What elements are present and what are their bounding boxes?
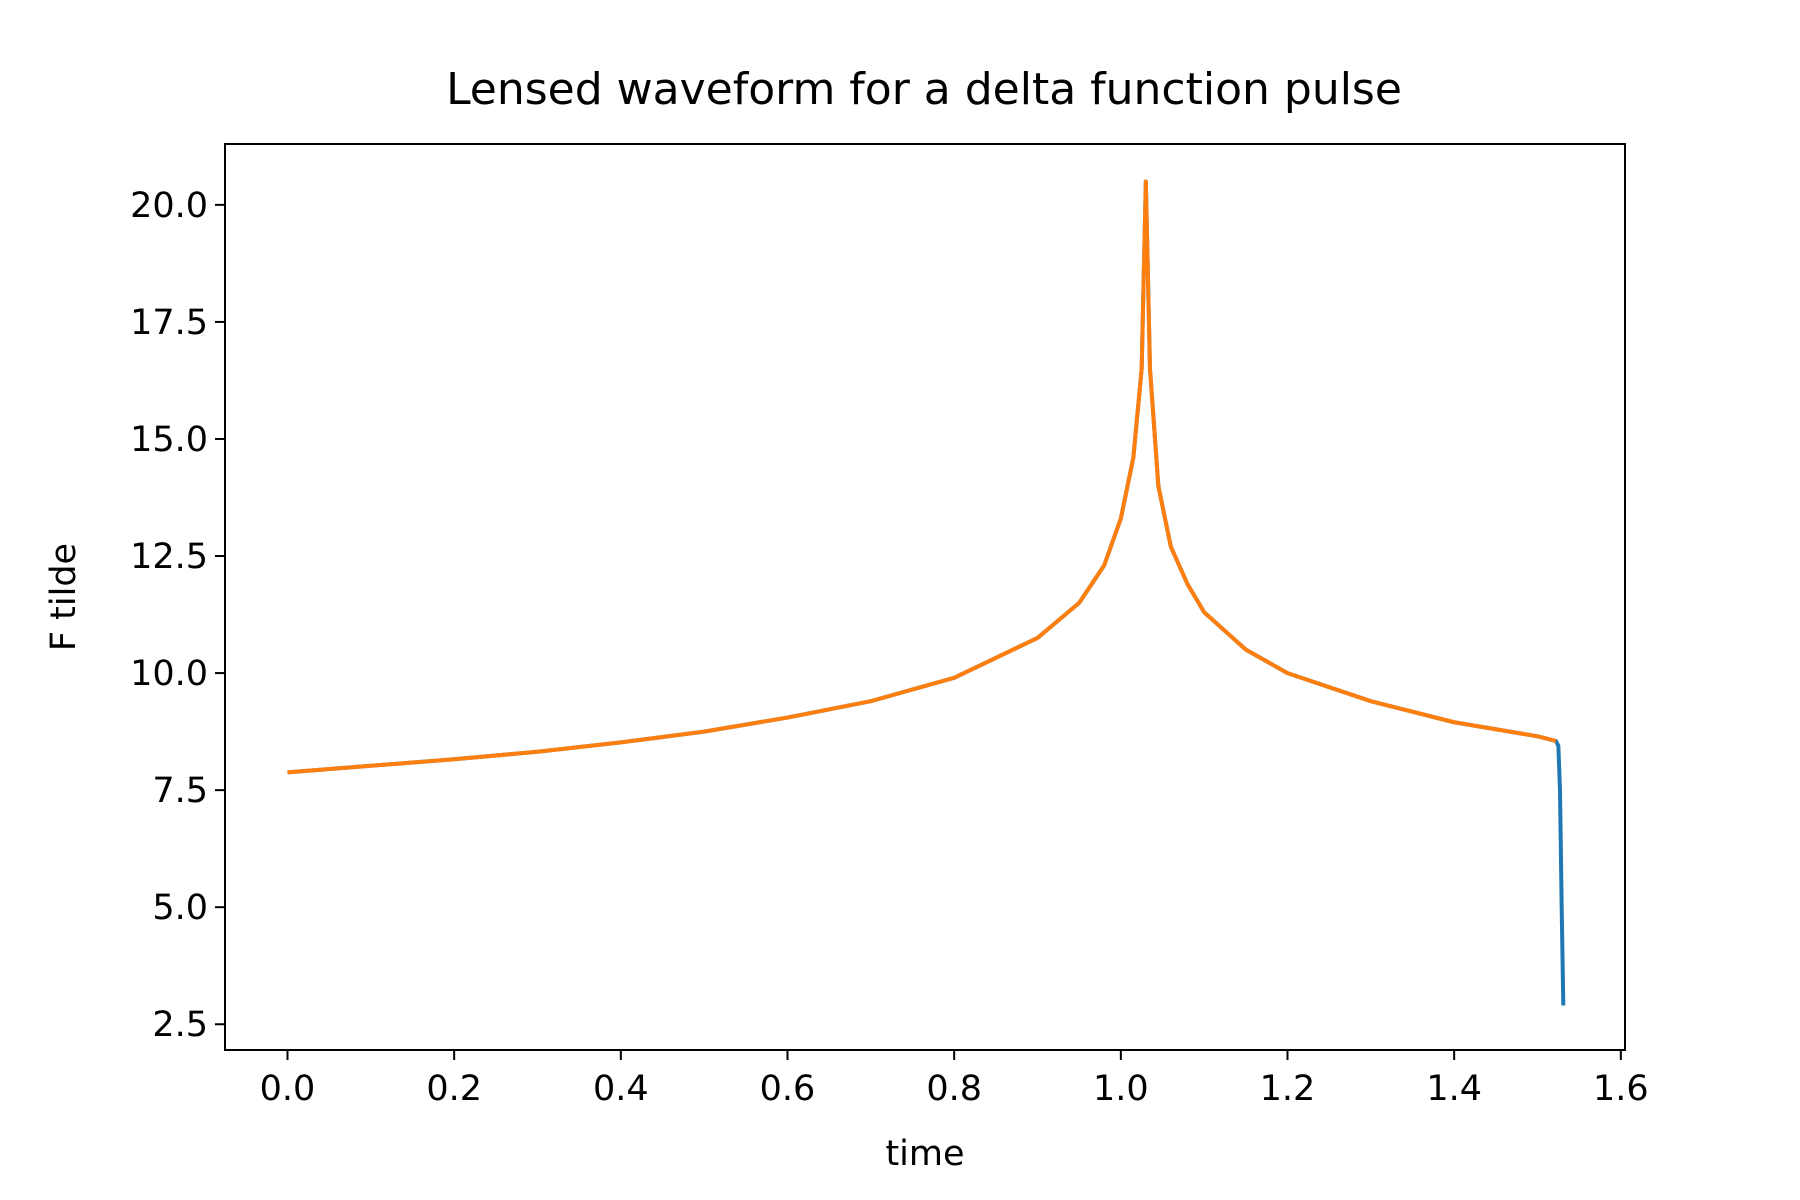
- x-tick-label: 0.4: [593, 1069, 649, 1109]
- x-tick-label: 0.2: [426, 1069, 482, 1109]
- y-tick-label: 5.0: [152, 888, 208, 928]
- x-tick-label: 1.4: [1426, 1069, 1482, 1109]
- x-tick-label: 0.6: [760, 1069, 816, 1109]
- plot-frame: [224, 143, 1626, 1051]
- chart-title: Lensed waveform for a delta function pul…: [446, 64, 1402, 115]
- x-tick-label: 1.0: [1093, 1069, 1149, 1109]
- y-tick-label: 17.5: [130, 303, 208, 343]
- series-line-2: [287, 179, 1557, 775]
- x-tick-label: 1.6: [1593, 1069, 1649, 1109]
- y-tick-label: 2.5: [152, 1005, 208, 1045]
- series-layer: [287, 179, 1566, 1006]
- y-tick-label: 10.0: [130, 654, 208, 694]
- y-tick-label: 12.5: [130, 537, 208, 577]
- y-tick-label: 20.0: [130, 186, 208, 226]
- y-tick-label: 15.0: [130, 420, 208, 460]
- y-axis: 2.5 5.0 7.5 10.0 12.5 15.0 17.5 20.0: [130, 186, 225, 1045]
- x-tick-label: 0.0: [260, 1069, 316, 1109]
- x-axis: 0.0 0.2 0.4 0.6 0.8 1.0 1.2 1.4 1.6: [260, 1050, 1649, 1109]
- x-tick-label: 1.2: [1260, 1069, 1316, 1109]
- x-tick-label: 0.8: [926, 1069, 982, 1109]
- y-axis-label: F tilde: [44, 543, 84, 651]
- x-axis-label: time: [885, 1134, 964, 1174]
- y-tick-label: 7.5: [152, 771, 208, 811]
